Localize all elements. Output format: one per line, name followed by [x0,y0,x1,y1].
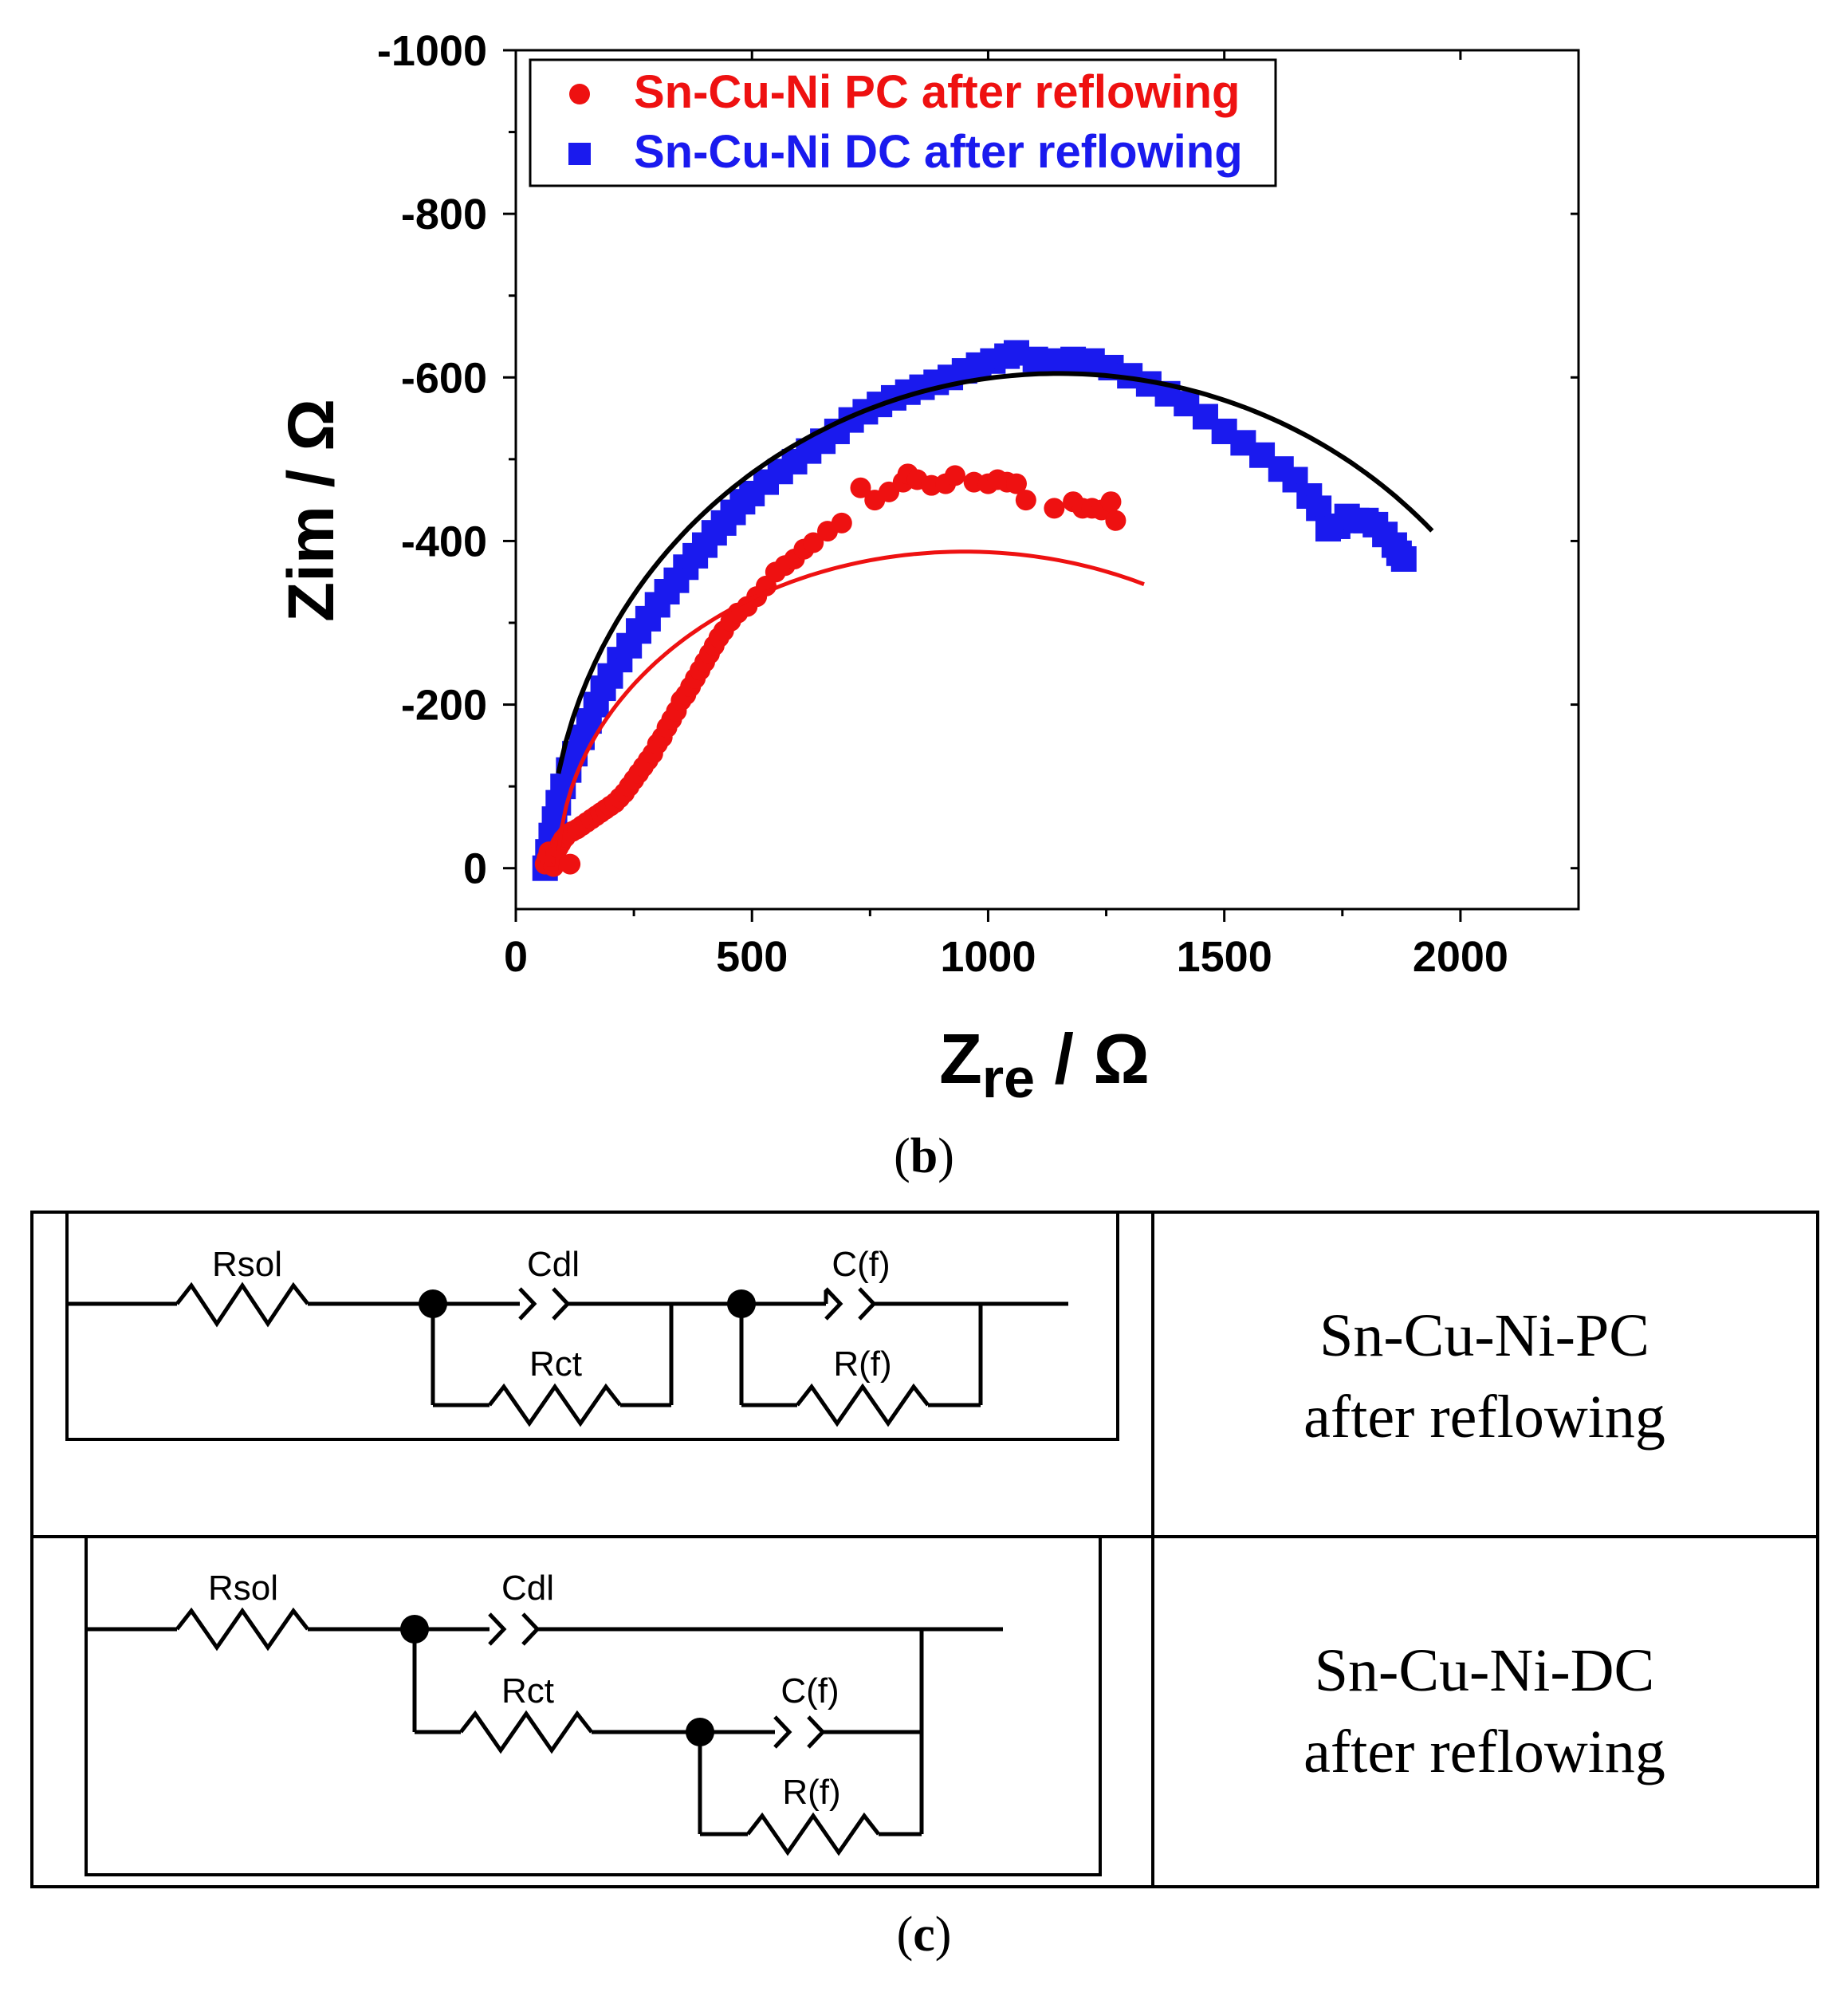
circuit-pc-label-rct: Rct [529,1344,582,1384]
circuit-dc-label-rf: R(f) [782,1773,840,1812]
pc-data-point [1015,490,1036,511]
x-axis-title-main: Z [939,1019,982,1098]
y-tick-label: -600 [401,354,487,402]
y-tick-label: -1000 [377,27,487,75]
x-tick-label: 2000 [1413,933,1508,981]
circuit-dc-label-rct: Rct [501,1671,554,1711]
circuit-dc-node-2 [686,1718,714,1746]
circuit-pc-cf-cpe-right [858,1287,877,1321]
legend-label-dc: Sn-Cu-Ni DC after reflowing [634,126,1243,178]
x-axis-title: Zre / Ω [939,1019,1150,1109]
circuit-pc-wires [69,1281,1068,1427]
circuit-pc-rf-resistor [796,1383,930,1427]
y-tick-label: -800 [401,191,487,238]
plot-frame [514,49,1580,911]
x-tick-label: 500 [716,933,788,981]
circuit-dc-cdl-cpe-left [488,1612,507,1646]
pc-data-point [803,532,824,553]
circuit-pc-cdl-cpe-left [518,1287,537,1321]
y-axis-ticks: -1000 -800 -600 -400 -200 0 [377,27,1579,893]
pc-data-point [560,853,581,875]
y-tick-label: 0 [463,845,487,893]
circuit-dc: Rsol Cdl Rct C(f) R(f) Sn-Cu-Ni-DC after… [85,1535,1665,1876]
data-markers [532,340,1417,881]
circuit-pc-label-cdl: Cdl [527,1245,580,1284]
x-axis-ticks: 0 500 1000 1500 2000 [504,50,1508,981]
fit-curves [546,371,1434,871]
x-tick-label: 1500 [1177,933,1272,981]
panel-c-letter: c [913,1907,935,1962]
circuit-dc-cf-cpe-right [807,1715,826,1749]
x-tick-label: 1000 [940,933,1036,981]
pc-data-point [1044,498,1065,519]
legend-box [529,58,1277,187]
circuit-dc-frame [85,1535,1102,1876]
circuit-dc-rct-resistor [459,1710,593,1754]
legend-marker-pc [569,84,590,104]
panel-b-label: (b) [894,1129,954,1183]
pc-fit-curve [546,549,1145,871]
pc-data-point [1100,491,1122,513]
circuit-dc-label-cf: C(f) [780,1671,839,1711]
y-tick-label: -200 [401,682,487,730]
circuit-dc-cdl-cpe-right [521,1612,541,1646]
sample-label-pc-line2: after reflowing [1303,1384,1665,1451]
pc-data-point [850,477,871,498]
x-axis-title-sub: re [982,1047,1035,1109]
circuit-pc-rct-resistor [488,1383,622,1427]
circuit-dc-label-rsol: Rsol [208,1569,278,1608]
nyquist-chart: 0 500 1000 1500 2000 -1000 -800 -600 -400 -200 0 … [275,27,1580,1109]
circuit-pc: Rsol Cdl Rct C(f) R(f) Sn-Cu-Ni-PC after… [65,1211,1665,1451]
legend: Sn-Cu-Ni PC after reflowing Sn-Cu-Ni DC … [529,58,1277,187]
sample-label-dc-line2: after reflowing [1303,1718,1665,1785]
dc-fit-curve [556,371,1434,774]
sample-label-dc-line1: Sn-Cu-Ni-DC [1315,1637,1654,1704]
circuit-pc-frame [65,1211,1119,1441]
x-tick-label: 0 [504,933,528,981]
circuit-dc-wires [88,1607,1003,1856]
panel-c-label: (c) [897,1907,952,1962]
circuit-dc-cf-cpe-left [773,1715,792,1749]
x-axis-title-unit: / Ω [1035,1019,1150,1098]
circuit-pc-node-1 [419,1289,447,1318]
circuit-pc-rsol-resistor [175,1281,309,1328]
circuit-dc-label-cdl: Cdl [501,1569,554,1608]
circuit-pc-label-rsol: Rsol [212,1245,282,1284]
y-tick-label: -400 [401,518,487,565]
sample-label-pc-line1: Sn-Cu-Ni-PC [1319,1302,1649,1369]
legend-marker-dc [568,143,591,165]
circuit-pc-label-rf: R(f) [833,1344,891,1384]
legend-label-pc: Sn-Cu-Ni PC after reflowing [634,66,1240,118]
circuit-table: Rsol Cdl Rct C(f) R(f) Sn-Cu-Ni-PC after… [30,1211,1819,1888]
circuit-dc-node-1 [400,1615,429,1644]
circuit-dc-rsol-resistor [175,1607,309,1652]
pc-data-point [1105,510,1126,531]
circuit-pc-cdl-cpe-right [552,1287,571,1321]
circuit-dc-rf-resistor [746,1812,880,1856]
pc-data-point [1005,473,1027,494]
pc-data-point [944,465,965,486]
panel-b-letter: b [910,1129,938,1183]
circuit-pc-label-cf: C(f) [832,1245,890,1284]
pc-data-point [831,512,852,533]
circuit-pc-cf-cpe-left [824,1287,843,1321]
circuit-pc-node-2 [727,1289,756,1318]
dc-data-point [1390,545,1417,572]
y-axis-title: Zim / Ω [275,399,348,622]
